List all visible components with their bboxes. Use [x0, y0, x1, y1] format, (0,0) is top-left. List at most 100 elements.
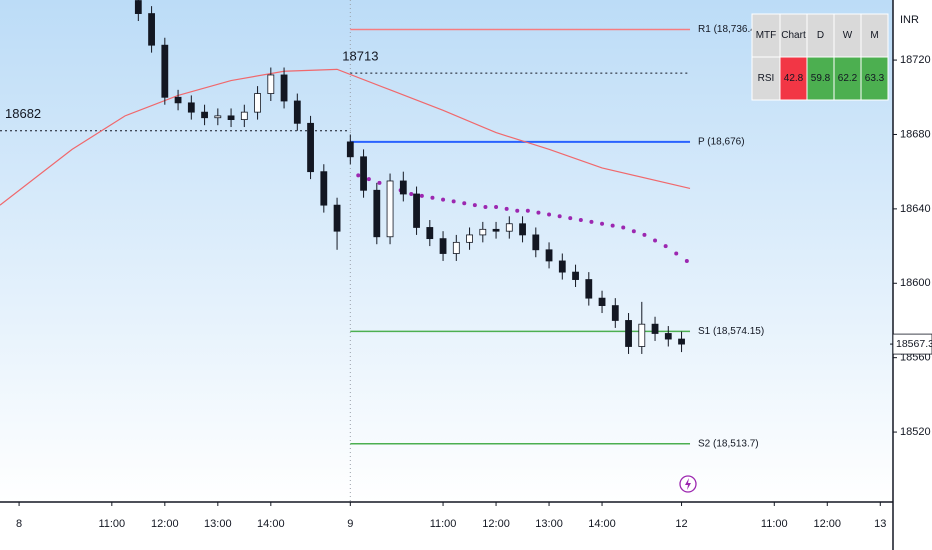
candle-body — [280, 74, 288, 102]
candle-body — [426, 227, 434, 240]
candle-body — [161, 44, 169, 98]
y-tick-label: 18680 — [900, 128, 931, 140]
y-tick-label: 18600 — [900, 277, 931, 289]
x-tick-label: 8 — [16, 518, 22, 530]
candle-body — [532, 234, 540, 251]
candle-body — [333, 204, 341, 232]
x-tick-label: 14:00 — [588, 518, 616, 530]
candle-body — [386, 180, 394, 238]
candle-body — [174, 96, 182, 104]
indicator-dot — [515, 208, 520, 213]
candle-body — [360, 156, 367, 191]
candle-body — [134, 0, 142, 14]
candle-body — [148, 13, 155, 46]
x-tick-label: 11:00 — [98, 518, 125, 530]
table-header-text: MTF — [756, 30, 777, 41]
candle-body — [214, 115, 222, 119]
indicator-dot — [600, 221, 605, 226]
indicator-dot — [642, 232, 647, 237]
table-header-text: D — [817, 30, 824, 41]
table-header-text: M — [870, 30, 878, 41]
x-tick-label: 11:00 — [430, 518, 457, 530]
candle-body — [572, 271, 579, 280]
candle-body — [625, 320, 632, 347]
x-tick-label: 13 — [874, 518, 886, 530]
candle-body — [598, 297, 606, 306]
pivot-label: P (18,676) — [698, 137, 745, 148]
indicator-dot — [356, 173, 361, 178]
table-cell — [833, 56, 862, 101]
x-tick-label: 13:00 — [535, 518, 563, 530]
currency-label: INR — [900, 14, 919, 26]
plot-background — [0, 0, 893, 502]
candle-body — [545, 249, 553, 262]
indicator-dot — [525, 208, 530, 213]
candle-body — [585, 279, 593, 299]
x-tick-label: 12:00 — [482, 518, 510, 530]
candle-body — [664, 333, 672, 340]
x-tick-label: 14:00 — [257, 518, 285, 530]
table-header-text: Chart — [781, 30, 806, 41]
candle-body — [638, 323, 646, 347]
candle-body — [399, 180, 407, 195]
pivot-label: S1 (18,574.15) — [698, 326, 764, 337]
candle-body — [651, 323, 659, 334]
indicator-dot — [631, 229, 636, 234]
y-tick-label: 18560 — [900, 352, 931, 364]
indicator-dot — [610, 223, 615, 228]
table-cell — [806, 56, 835, 101]
table-header-cell — [833, 13, 862, 58]
x-tick-label: 12 — [675, 518, 687, 530]
indicator-dot — [653, 238, 658, 243]
indicator-dot — [536, 210, 541, 215]
table-row-label: RSI — [758, 73, 775, 84]
indicator-dot — [494, 205, 499, 210]
indicator-dot — [462, 201, 467, 206]
candle-body — [187, 102, 195, 113]
x-tick-label: 9 — [347, 518, 353, 530]
indicator-dot — [663, 244, 668, 249]
table-value: 59.8 — [811, 73, 831, 84]
x-tick-label: 12:00 — [151, 518, 179, 530]
indicator-dot — [441, 197, 446, 202]
candle-body — [505, 223, 513, 232]
candle-body — [346, 141, 354, 158]
candle-body — [519, 223, 526, 236]
candle-body — [320, 171, 328, 206]
indicator-dot — [377, 180, 382, 185]
candle-body — [611, 305, 619, 321]
table-row-label-cell — [751, 56, 781, 101]
x-tick-label: 12:00 — [814, 518, 842, 530]
table-value: 42.8 — [784, 73, 804, 84]
pivot-label: R1 (18,736.45) — [698, 24, 765, 35]
alert-icon[interactable] — [679, 475, 697, 493]
indicator-dot — [430, 195, 435, 200]
candle-body — [492, 228, 500, 232]
indicator-dot — [504, 206, 509, 211]
table-cell — [860, 56, 889, 101]
indicator-dot — [451, 199, 456, 204]
y-tick-label: 18520 — [900, 426, 931, 438]
candle-body — [307, 122, 314, 173]
indicator-dot — [674, 251, 679, 256]
candle-body — [373, 189, 381, 238]
x-tick-label: 13:00 — [204, 518, 232, 530]
indicator-dot — [589, 219, 594, 224]
table-header-text: W — [843, 30, 853, 41]
indicator-dot — [419, 193, 424, 198]
indicator-dot — [621, 225, 626, 230]
candle-body — [558, 260, 566, 273]
last-price-label: 18567.30 — [896, 338, 932, 350]
candle-body — [267, 74, 275, 94]
candle-body — [201, 111, 208, 119]
indicator-dot — [472, 203, 477, 208]
indicator-line — [0, 68, 691, 206]
indicator-dot — [578, 218, 583, 223]
indicator-dot — [366, 177, 371, 182]
y-tick-label: 18640 — [900, 203, 931, 215]
pivot-label: S2 (18,513.7) — [698, 438, 759, 449]
indicator-dot — [684, 258, 689, 263]
candle-body — [466, 234, 473, 243]
table-cell — [779, 56, 808, 101]
